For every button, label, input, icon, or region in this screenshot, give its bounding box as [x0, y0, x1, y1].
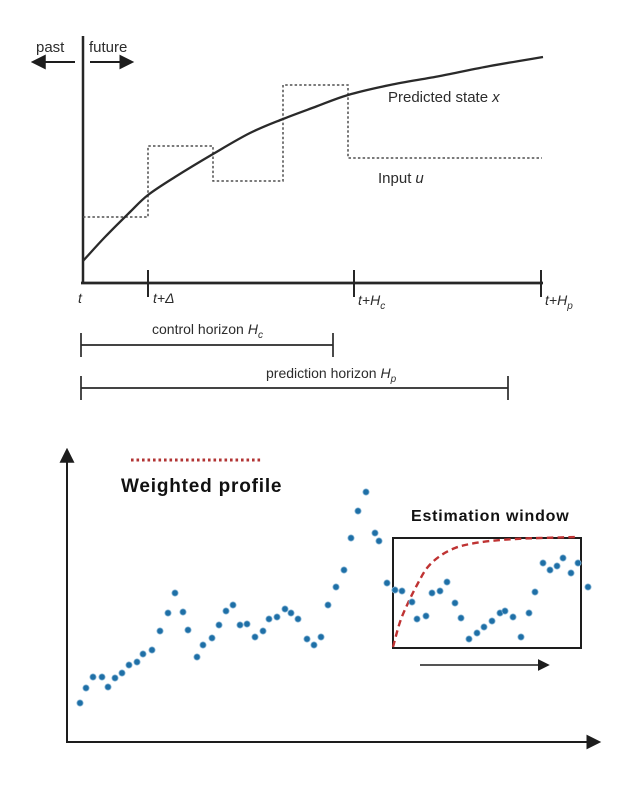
scatter-dot — [488, 617, 496, 625]
scatter-dot — [531, 588, 539, 596]
scatter-dot — [251, 633, 259, 641]
scatter-dot — [281, 605, 289, 613]
scatter-dot — [451, 599, 459, 607]
future-label: future — [89, 39, 128, 56]
scatter-dot — [139, 650, 147, 658]
scatter-dot — [340, 566, 348, 574]
scatter-dot — [184, 626, 192, 634]
scatter-dot — [133, 658, 141, 666]
tick-label-t-delta: t+Δ — [153, 290, 175, 306]
scatter-dot — [98, 673, 106, 681]
scatter-dot — [156, 627, 164, 635]
scatter-dot — [371, 529, 379, 537]
scatter-dot — [111, 674, 119, 682]
scatter-dot — [148, 646, 156, 654]
scatter-dot — [391, 586, 399, 594]
scatter-dot — [413, 615, 421, 623]
scatter-dot — [324, 601, 332, 609]
input-label: Input u — [378, 170, 424, 187]
scatter-dot — [559, 554, 567, 562]
scatter-dot — [584, 583, 592, 591]
prediction-horizon-label: prediction horizon Hp — [266, 365, 397, 385]
tick-label-t-hp: t+Hp — [545, 292, 573, 312]
scatter-dot — [82, 684, 90, 692]
prediction-horizon-bracket — [80, 376, 509, 400]
scatter-dot — [347, 534, 355, 542]
scatter-dot — [567, 569, 575, 577]
scatter-dot — [436, 587, 444, 595]
predicted-state-label: Predicted state x — [388, 89, 500, 106]
scatter-dot — [273, 613, 281, 621]
scatter-dot — [125, 661, 133, 669]
scatter-dot — [509, 613, 517, 621]
scatter-dot — [265, 615, 273, 623]
scatter-dot — [118, 669, 126, 677]
predicted-state-curve — [82, 55, 544, 262]
scatter-dot — [89, 673, 97, 681]
scatter-dot — [179, 608, 187, 616]
scatter-dot — [164, 609, 172, 617]
weighted-profile-curve — [391, 535, 579, 648]
measurement-scatter-dots — [76, 488, 592, 707]
input-staircase — [83, 84, 542, 218]
scatter-dot — [473, 629, 481, 637]
scatter-dot — [229, 601, 237, 609]
scatter-dot — [428, 589, 436, 597]
scatter-dot — [294, 615, 302, 623]
scatter-dot — [317, 633, 325, 641]
scatter-dot — [465, 635, 473, 643]
scatter-dot — [408, 598, 416, 606]
scatter-dot — [332, 583, 340, 591]
weighted-profile-label: Weighted profile — [121, 476, 283, 497]
scatter-dot — [525, 609, 533, 617]
scatter-dot — [362, 488, 370, 496]
scatter-dot — [546, 566, 554, 574]
scatter-dot — [222, 607, 230, 615]
scatter-dot — [501, 607, 509, 615]
scatter-dot — [236, 621, 244, 629]
scatter-dot — [310, 641, 318, 649]
scatter-dot — [76, 699, 84, 707]
past-label: past — [36, 39, 65, 56]
scatter-dot — [443, 578, 451, 586]
scatter-dot — [199, 641, 207, 649]
scatter-dot — [574, 559, 582, 567]
estimation-window-label: Estimation window — [411, 508, 570, 525]
scatter-dot — [104, 683, 112, 691]
scatter-dot — [398, 587, 406, 595]
scatter-dot — [208, 634, 216, 642]
scatter-dot — [383, 579, 391, 587]
scatter-dot — [539, 559, 547, 567]
scatter-dot — [517, 633, 525, 641]
scatter-dot — [553, 562, 561, 570]
tick-label-t: t — [78, 290, 82, 306]
scatter-dot — [303, 635, 311, 643]
scatter-dot — [457, 614, 465, 622]
scatter-dot — [375, 537, 383, 545]
scatter-dot — [287, 609, 295, 617]
scatter-dot — [193, 653, 201, 661]
scatter-dot — [171, 589, 179, 597]
scatter-dot — [480, 623, 488, 631]
scatter-dot — [422, 612, 430, 620]
scatter-dot — [215, 621, 223, 629]
tick-label-t-hc: t+Hc — [358, 292, 386, 312]
control-horizon-bracket — [80, 333, 334, 357]
scatter-dot — [354, 507, 362, 515]
scatter-dot — [259, 627, 267, 635]
scatter-dot — [243, 620, 251, 628]
control-horizon-label: control horizon Hc — [152, 321, 263, 341]
estimation-window-box — [392, 537, 582, 649]
